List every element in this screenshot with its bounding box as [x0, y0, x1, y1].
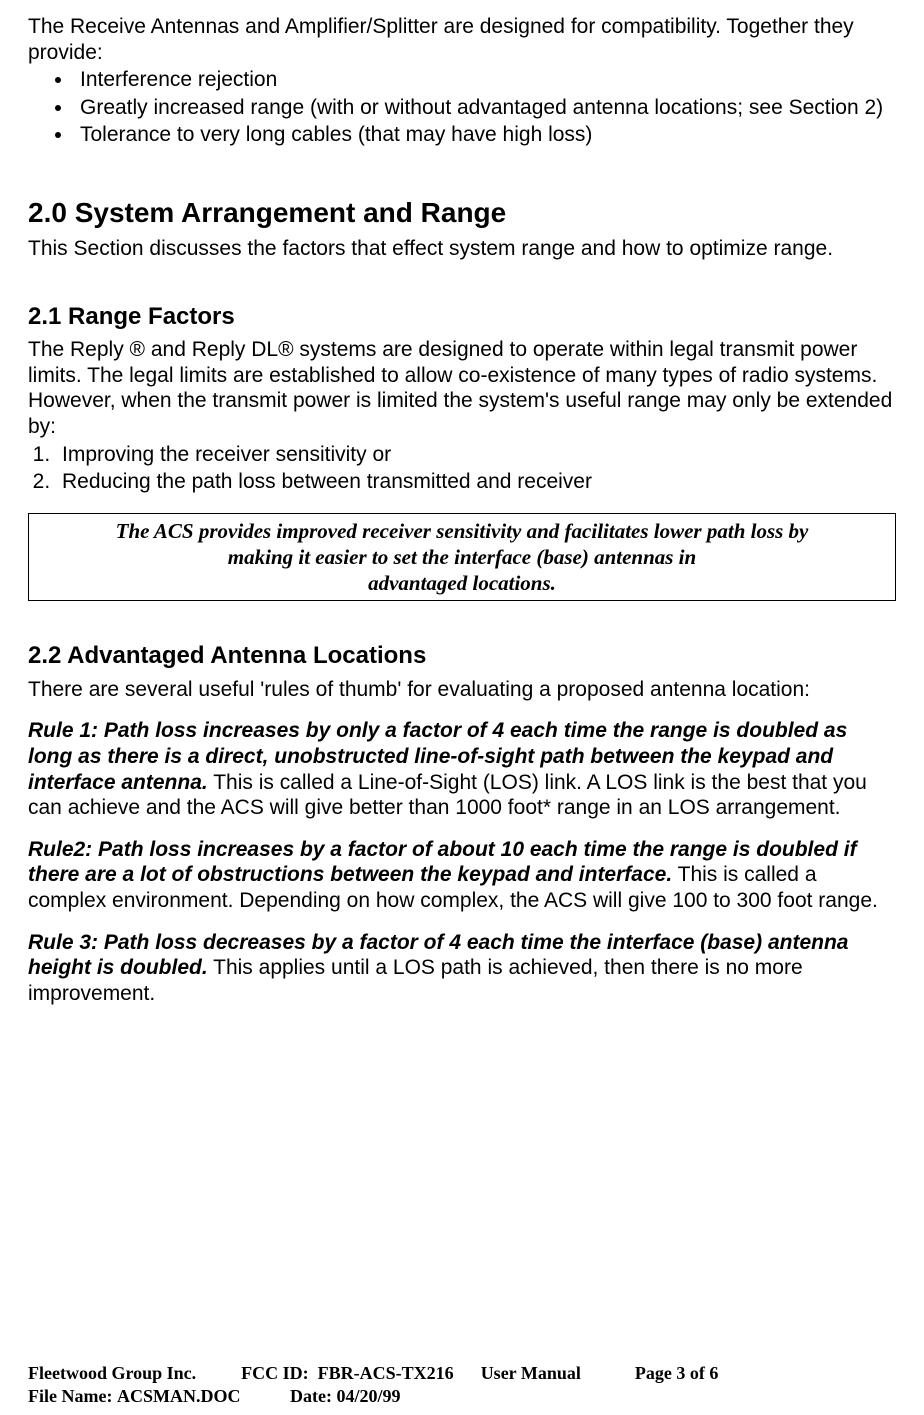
- list-item: Improving the receiver sensitivity or: [56, 442, 896, 468]
- footer-date-label: Date:: [290, 1385, 332, 1408]
- section-2-text: This Section discusses the factors that …: [28, 236, 896, 262]
- footer-file-name: ACSMAN.DOC: [117, 1385, 241, 1408]
- list-item: Greatly increased range (with or without…: [74, 95, 896, 121]
- callout-line: making it easier to set the interface (b…: [37, 544, 887, 570]
- callout-line: advantaged locations.: [37, 570, 887, 596]
- section-2-heading: 2.0 System Arrangement and Range: [28, 196, 896, 230]
- list-item: Interference rejection: [74, 67, 896, 93]
- rule-2: Rule2: Path loss increases by a factor o…: [28, 837, 896, 914]
- footer-fcc-label: FCC ID:: [241, 1362, 309, 1385]
- section-2-1-heading: 2.1 Range Factors: [28, 302, 896, 331]
- footer-date: 04/20/99: [336, 1385, 400, 1408]
- footer-spacer: [581, 1362, 635, 1385]
- section-2-2-heading: 2.2 Advantaged Antenna Locations: [28, 641, 896, 670]
- footer-spacer: [196, 1362, 241, 1385]
- document-page: The Receive Antennas and Amplifier/Split…: [0, 0, 924, 1415]
- section-2-1-numbered-list: Improving the receiver sensitivity or Re…: [28, 442, 896, 495]
- footer-page: Page 3 of 6: [635, 1362, 718, 1385]
- footer-spacer: [454, 1362, 481, 1385]
- callout-line: The ACS provides improved receiver sensi…: [37, 518, 887, 544]
- rule-3: Rule 3: Path loss decreases by a factor …: [28, 930, 896, 1007]
- footer-row-2: File Name: ACSMAN.DOC Date: 04/20/99: [28, 1385, 896, 1408]
- callout-box: The ACS provides improved receiver sensi…: [28, 513, 896, 602]
- page-footer: Fleetwood Group Inc. FCC ID: FBR-ACS-TX2…: [28, 1362, 896, 1407]
- footer-row-1: Fleetwood Group Inc. FCC ID: FBR-ACS-TX2…: [28, 1362, 896, 1385]
- section-2-2-intro: There are several useful 'rules of thumb…: [28, 677, 896, 703]
- intro-bullet-list: Interference rejection Greatly increased…: [28, 67, 896, 148]
- footer-fcc-id: FBR-ACS-TX216: [318, 1362, 454, 1385]
- section-2-1-text: The Reply ® and Reply DL® systems are de…: [28, 337, 896, 439]
- footer-company: Fleetwood Group Inc.: [28, 1362, 196, 1385]
- intro-lead: The Receive Antennas and Amplifier/Split…: [28, 14, 896, 65]
- list-item: Tolerance to very long cables (that may …: [74, 122, 896, 148]
- footer-manual: User Manual: [481, 1362, 581, 1385]
- list-item: Reducing the path loss between transmitt…: [56, 469, 896, 495]
- footer-spacer: [309, 1362, 318, 1385]
- rule-1: Rule 1: Path loss increases by only a fa…: [28, 718, 896, 820]
- footer-file-label: File Name:: [28, 1385, 112, 1408]
- footer-spacer: [240, 1385, 290, 1408]
